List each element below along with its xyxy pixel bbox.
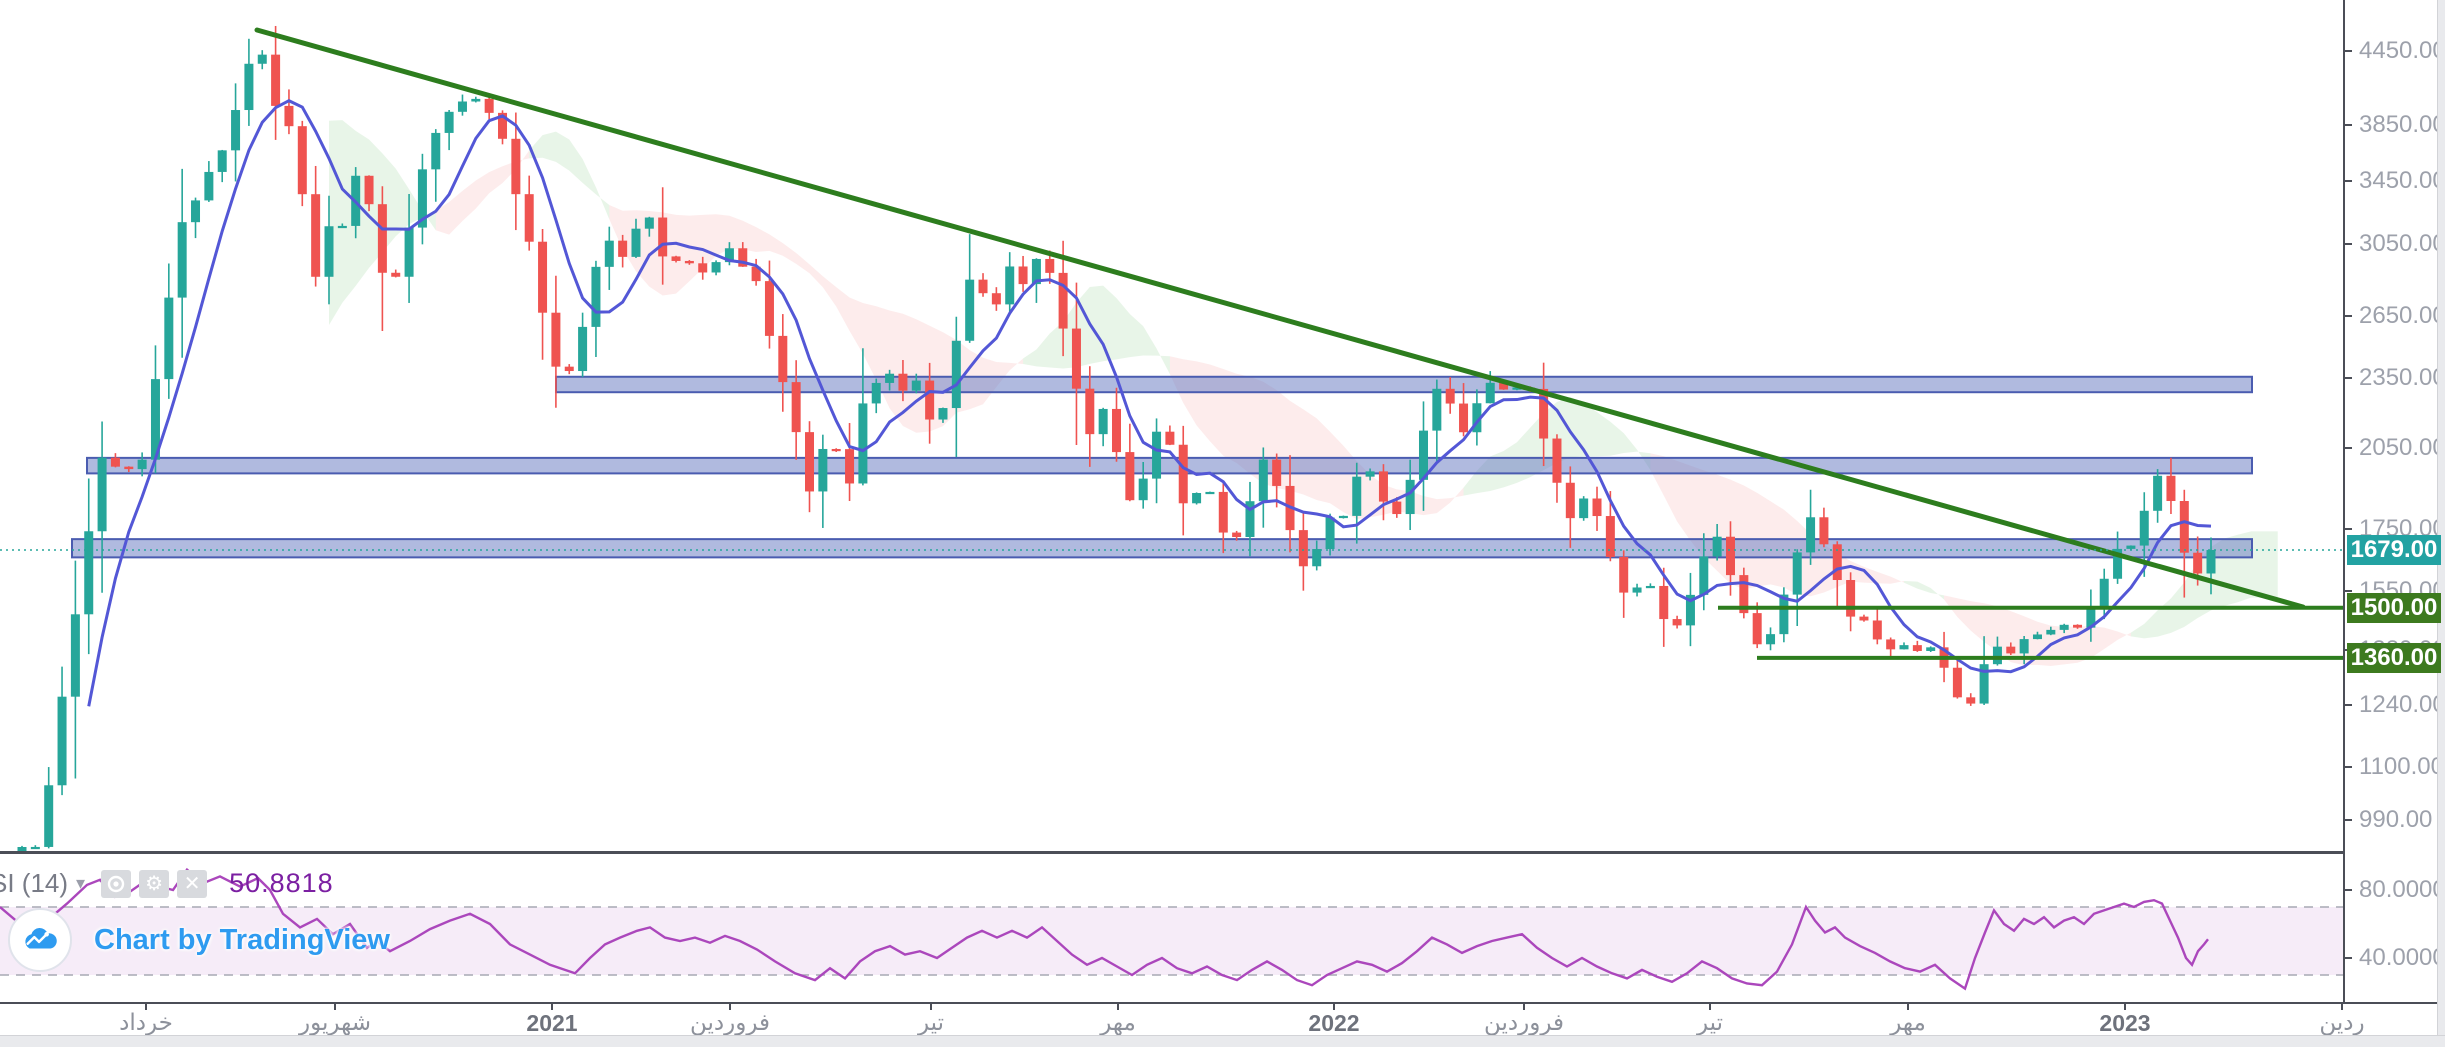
axis-tick-mark [2343,243,2352,246]
tradingview-cloud-icon [8,908,72,972]
settings-gear-icon[interactable]: ⚙ [139,869,170,898]
time-tick-mark [145,1002,147,1010]
axis-tick-mark [2343,376,2352,379]
time-tick-mark [1333,1002,1335,1010]
time-tick-mark [1523,1002,1525,1010]
time-tick-month: تیر [1696,1010,1724,1036]
supply-demand-zone[interactable] [86,456,2253,475]
time-tick-mark [930,1002,932,1010]
rsi-indicator-header: SI (14) ▾ ⚙ ✕ 50.8818 [0,868,334,899]
right-scroll-strip[interactable] [2437,0,2445,1035]
axis-tick-mark [2343,49,2352,52]
level-price-badge: 1500.00 [2347,592,2441,623]
descending-trendline[interactable] [254,27,2306,610]
tradingview-attribution[interactable]: Chart by TradingView [8,908,390,972]
time-tick-mark [551,1002,553,1010]
price-tick-label: 1240.00 [2359,691,2445,719]
time-tick-mark [1907,1002,1909,1010]
price-tick-label: 2650.00 [2359,302,2445,330]
pane-separator[interactable] [0,851,2445,854]
price-tick-label: 3050.00 [2359,230,2445,258]
axis-tick-mark [2343,315,2352,318]
rsi-line [0,867,2209,991]
chevron-down-icon[interactable]: ▾ [76,873,86,893]
time-tick-month: فروردین [1483,1010,1565,1036]
time-tick-month: خرداد [119,1010,173,1036]
rsi-chart-canvas [0,867,2343,991]
time-tick-month: ردین [2319,1010,2365,1036]
tradingview-logo-text: Chart by TradingView [94,923,390,956]
rsi-pane[interactable]: SI (14) ▾ ⚙ ✕ 50.8818 Chart by TradingVi… [0,854,2343,1002]
axis-tick-mark [2343,589,2352,592]
axis-tick-mark [2343,819,2352,822]
price-tick-label: 3850.00 [2359,111,2445,139]
rsi-tick-label: 40.0000 [2359,944,2445,971]
visibility-icon[interactable] [101,869,132,898]
supply-demand-zone[interactable] [555,375,2253,394]
time-tick-month: مهر [1100,1010,1136,1036]
price-axis[interactable]: 4450.00 3850.00 3450.00 3050.00 2650.00 2350.… [2343,0,2445,1002]
close-icon[interactable]: ✕ [177,869,208,898]
rsi-indicator-label: SI (14) [0,868,69,898]
price-tick-label: 2050.00 [2359,433,2445,461]
axis-tick-mark [2343,527,2352,530]
rsi-value: 50.8818 [229,868,334,898]
time-tick-mark [2341,1002,2343,1010]
price-tick-label: 3450.00 [2359,167,2445,195]
moving-average-line [87,99,2212,707]
price-chart-canvas [0,25,2343,851]
price-pane[interactable] [0,0,2343,851]
price-tick-label: 1100.00 [2359,752,2444,780]
rsi-tick-label: 80.0000 [2359,876,2445,903]
last-price-badge: 1679.00 [2347,535,2441,565]
time-tick-month: شهریور [299,1010,371,1036]
bottom-scroll-strip[interactable] [0,1035,2445,1047]
price-tick-label: 990.00 [2359,806,2433,834]
axis-tick-mark [2343,446,2352,449]
time-axis[interactable]: خرداد شهریور 2021 فروردین تیر مهر 2022 فروردین ت… [0,1002,2445,1036]
axis-tick-mark [2343,180,2352,183]
axis-tick-mark [2343,124,2352,127]
price-tick-label: 2350.00 [2359,363,2445,391]
time-tick-mark [334,1002,336,1010]
time-axis-line [0,1002,2445,1004]
time-tick-year: 2021 [526,1010,578,1036]
supply-demand-zone[interactable] [71,538,2253,559]
candlestick-series [17,25,2216,851]
price-tick-label: 4450.00 [2359,36,2445,64]
time-tick-month: فروردین [689,1010,771,1036]
time-tick-year: 2023 [2099,1010,2151,1036]
time-tick-mark [2124,1002,2126,1010]
time-tick-month: تیر [917,1010,945,1036]
axis-tick-mark [2343,704,2352,707]
axis-tick-mark [2343,889,2352,891]
axis-tick-mark [2343,957,2352,959]
time-tick-year: 2022 [1308,1010,1360,1036]
time-tick-mark [1117,1002,1119,1010]
axis-tick-mark [2343,765,2352,768]
time-tick-month: مهر [1890,1010,1926,1036]
level-price-badge: 1360.00 [2347,642,2441,673]
time-tick-mark [729,1002,731,1010]
time-tick-mark [1709,1002,1711,1010]
